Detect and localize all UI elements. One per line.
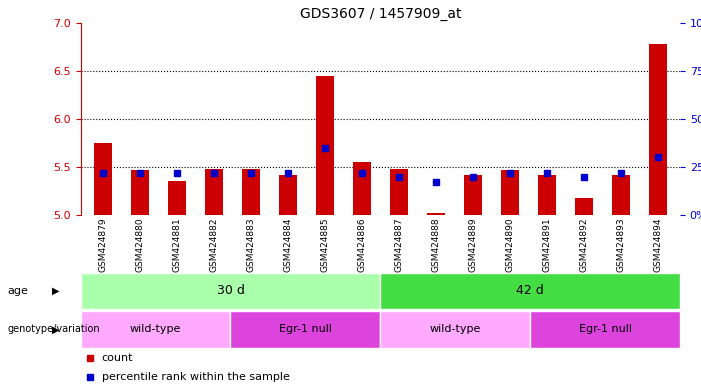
Text: 30 d: 30 d <box>217 285 245 297</box>
Text: ▶: ▶ <box>52 324 60 334</box>
Text: Egr-1 null: Egr-1 null <box>578 324 632 334</box>
Text: 42 d: 42 d <box>516 285 544 297</box>
Text: GSM424889: GSM424889 <box>468 218 477 273</box>
Bar <box>93 143 112 215</box>
Text: count: count <box>102 353 133 363</box>
Bar <box>242 169 260 215</box>
Bar <box>81 273 381 309</box>
Bar <box>231 311 381 348</box>
Text: GSM424882: GSM424882 <box>210 218 218 272</box>
Bar <box>530 311 680 348</box>
Text: GSM424879: GSM424879 <box>98 218 107 273</box>
Text: GSM424880: GSM424880 <box>135 218 144 273</box>
Bar <box>538 175 556 215</box>
Bar <box>353 162 371 215</box>
Bar <box>501 170 519 215</box>
Bar <box>205 169 223 215</box>
Text: GSM424881: GSM424881 <box>172 218 182 273</box>
Text: percentile rank within the sample: percentile rank within the sample <box>102 372 290 382</box>
Text: age: age <box>7 286 28 296</box>
Text: GSM424888: GSM424888 <box>431 218 440 273</box>
Text: GSM424884: GSM424884 <box>283 218 292 272</box>
Bar <box>278 175 297 215</box>
Text: Egr-1 null: Egr-1 null <box>279 324 332 334</box>
Bar <box>381 311 530 348</box>
Bar <box>168 182 186 215</box>
Text: GSM424887: GSM424887 <box>394 218 403 273</box>
Text: GSM424885: GSM424885 <box>320 218 329 273</box>
Text: GSM424883: GSM424883 <box>246 218 255 273</box>
Bar <box>611 175 630 215</box>
Text: GSM424892: GSM424892 <box>579 218 588 272</box>
Text: GSM424894: GSM424894 <box>653 218 662 272</box>
Text: GSM424893: GSM424893 <box>616 218 625 273</box>
Title: GDS3607 / 1457909_at: GDS3607 / 1457909_at <box>299 7 461 21</box>
Text: GSM424890: GSM424890 <box>505 218 515 273</box>
Bar <box>381 273 680 309</box>
Bar <box>463 175 482 215</box>
Bar <box>390 169 408 215</box>
Bar <box>648 44 667 215</box>
Bar <box>81 311 231 348</box>
Text: wild-type: wild-type <box>130 324 182 334</box>
Text: ▶: ▶ <box>52 286 60 296</box>
Bar <box>315 76 334 215</box>
Text: GSM424891: GSM424891 <box>543 218 551 273</box>
Bar <box>130 170 149 215</box>
Text: GSM424886: GSM424886 <box>358 218 367 273</box>
Text: genotype/variation: genotype/variation <box>7 324 100 334</box>
Bar <box>426 213 445 215</box>
Text: wild-type: wild-type <box>430 324 481 334</box>
Bar <box>575 198 593 215</box>
